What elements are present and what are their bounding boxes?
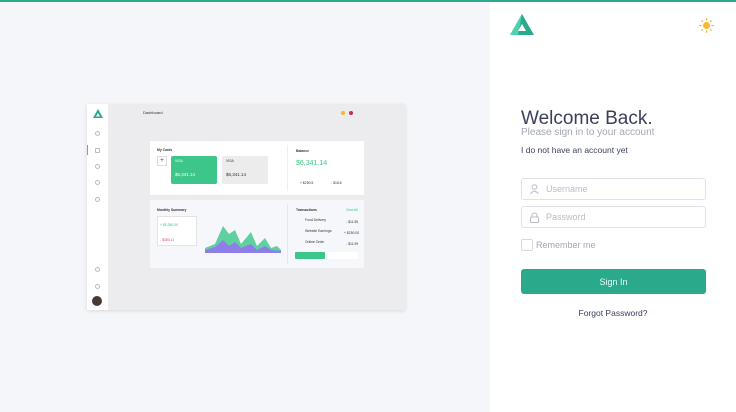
nav-icon (95, 284, 100, 289)
summary-area-chart (205, 226, 281, 253)
add-card-button[interactable]: + (157, 156, 167, 166)
password-field (521, 206, 706, 228)
card-green: VISA $6,341.14 (171, 156, 217, 184)
transactions-title: Transactions (296, 208, 317, 212)
avatar (92, 296, 102, 306)
flag-icon (349, 111, 353, 115)
transaction-name: Food Delivery (305, 218, 326, 222)
balance-amount: $6,341.14 (296, 160, 328, 167)
lock-icon (528, 212, 540, 223)
login-pane: Welcome Back. Please sign in to your acc… (490, 2, 736, 412)
card-gray: VISA $6,341.14 (222, 156, 268, 184)
active-indicator (87, 145, 88, 155)
remember-me-checkbox[interactable] (521, 239, 533, 251)
remember-me-label[interactable]: Remember me (536, 240, 596, 250)
preview-pane: Dashboard My Cards + VISA $6,341.14 VISA… (0, 2, 490, 412)
nav-icon (95, 164, 100, 169)
nav-icon (95, 180, 100, 185)
preview-sidebar (87, 104, 108, 310)
expense: - $18.8 (331, 181, 342, 185)
sun-icon (341, 111, 345, 115)
sign-in-button[interactable]: Sign In (521, 269, 706, 294)
preview-header-title: Dashboard (143, 110, 163, 115)
username-field (521, 178, 706, 200)
nav-icon (95, 197, 100, 202)
transaction-name: Online Order (305, 240, 325, 244)
logo-icon (93, 109, 103, 118)
card-brand: VISA (175, 159, 183, 163)
forgot-password-link[interactable]: Forgot Password? (578, 308, 648, 318)
balance-title: Balance (296, 149, 310, 153)
dashboard-preview: Dashboard My Cards + VISA $6,341.14 VISA… (87, 104, 405, 310)
page-title: Welcome Back. (521, 108, 653, 129)
summary-income: + $5,350.00 (160, 223, 179, 227)
password-input[interactable] (546, 212, 696, 222)
card-brand: VISA (226, 159, 234, 163)
sun-icon[interactable] (699, 18, 714, 33)
card-amount: $6,341.14 (175, 172, 196, 177)
nav-icon (95, 131, 100, 136)
top-accent-bar (0, 0, 736, 2)
nav-icon (95, 267, 100, 272)
transaction-amount: - $11.99 (346, 220, 359, 224)
user-icon (528, 184, 540, 194)
cards-panel: My Cards + VISA $6,341.14 VISA $6,341.14… (150, 141, 364, 195)
summary-expense: - $350.11 (160, 238, 175, 242)
transaction-amount: - $11.99 (346, 242, 359, 246)
username-input[interactable] (546, 184, 696, 194)
card-amount: $6,341.14 (226, 172, 247, 177)
page-subtitle: Please sign in to your account (521, 127, 655, 138)
transaction-amount: + $250.00 (344, 231, 360, 235)
nav-icon (95, 148, 100, 153)
transaction-name: Website Earnings (305, 229, 332, 233)
cards-title: My Cards (157, 148, 173, 152)
summary-title: Monthly Summary (157, 208, 187, 212)
summary-panel: Monthly Summary + $5,350.00 - $350.11 Tr… (150, 200, 364, 268)
create-account-link[interactable]: I do not have an account yet (521, 145, 628, 155)
view-all-link[interactable]: View All (346, 208, 358, 212)
logo-icon (510, 14, 534, 35)
income: + $250.5 (300, 181, 314, 185)
